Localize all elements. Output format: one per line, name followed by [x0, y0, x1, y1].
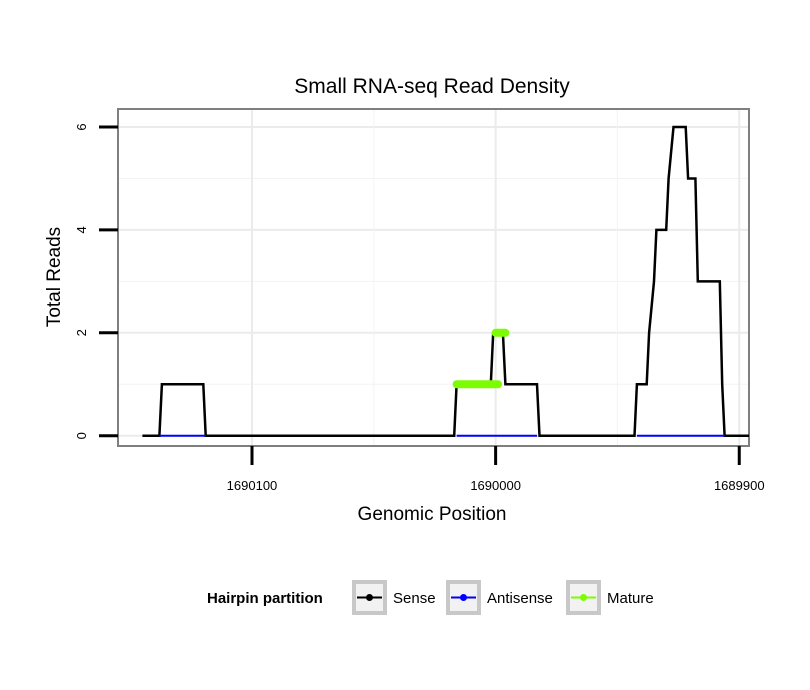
chart-title: Small RNA-seq Read Density [294, 75, 570, 98]
legend-label: Sense [393, 590, 436, 607]
x-tick-label: 1689900 [714, 478, 765, 493]
legend-item-sense: Sense [352, 580, 436, 615]
y-axis-label: Total Reads [44, 227, 65, 327]
y-tick-label: 4 [74, 226, 89, 233]
legend-item-mature: Mature [566, 580, 654, 615]
x-tick-label: 1690100 [227, 478, 278, 493]
legend-key-point [580, 594, 587, 601]
x-axis-label: Genomic Position [358, 504, 507, 525]
legend-item-antisense: Antisense [446, 580, 553, 615]
y-tick-label: 6 [74, 123, 89, 130]
legend-title: Hairpin partition [207, 590, 323, 607]
y-axis-ticks: 0 2 4 6 [74, 123, 118, 439]
x-tick-label: 1690000 [470, 478, 521, 493]
series-line-sense [142, 125, 749, 437]
grid [118, 109, 749, 446]
legend: Hairpin partition Sense Antisense Mature [207, 580, 654, 615]
legend-key-point [460, 594, 467, 601]
legend-label: Antisense [487, 590, 553, 607]
series-layer [142, 125, 749, 437]
legend-key-point [366, 594, 373, 601]
y-tick-label: 0 [74, 432, 89, 439]
x-axis-ticks: 1690100 1690000 1689900 [227, 446, 765, 493]
plot-panel-border [117, 108, 750, 447]
legend-label: Mature [607, 590, 654, 607]
y-tick-label: 2 [74, 329, 89, 336]
